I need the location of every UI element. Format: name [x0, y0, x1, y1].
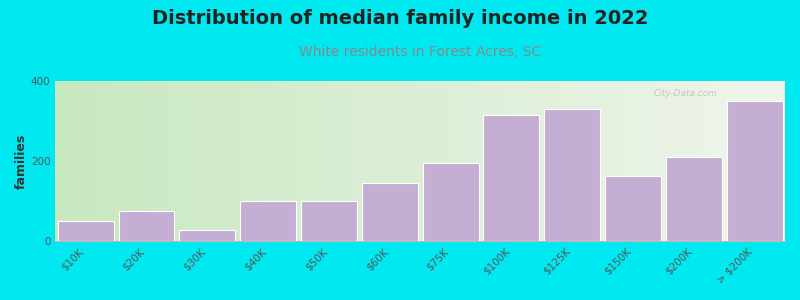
Bar: [58, 221, 114, 241]
Bar: [544, 109, 600, 241]
Bar: [422, 163, 478, 241]
Bar: [301, 201, 357, 241]
Y-axis label: families: families: [15, 134, 28, 189]
Bar: [666, 157, 722, 241]
Bar: [605, 176, 661, 241]
Bar: [179, 230, 235, 241]
Title: White residents in Forest Acres, SC: White residents in Forest Acres, SC: [299, 45, 541, 59]
Bar: [240, 201, 296, 241]
Text: Distribution of median family income in 2022: Distribution of median family income in …: [152, 9, 648, 28]
Bar: [726, 101, 782, 241]
Bar: [362, 183, 418, 241]
Bar: [118, 211, 174, 241]
Bar: [483, 115, 539, 241]
Text: City-Data.com: City-Data.com: [654, 89, 718, 98]
